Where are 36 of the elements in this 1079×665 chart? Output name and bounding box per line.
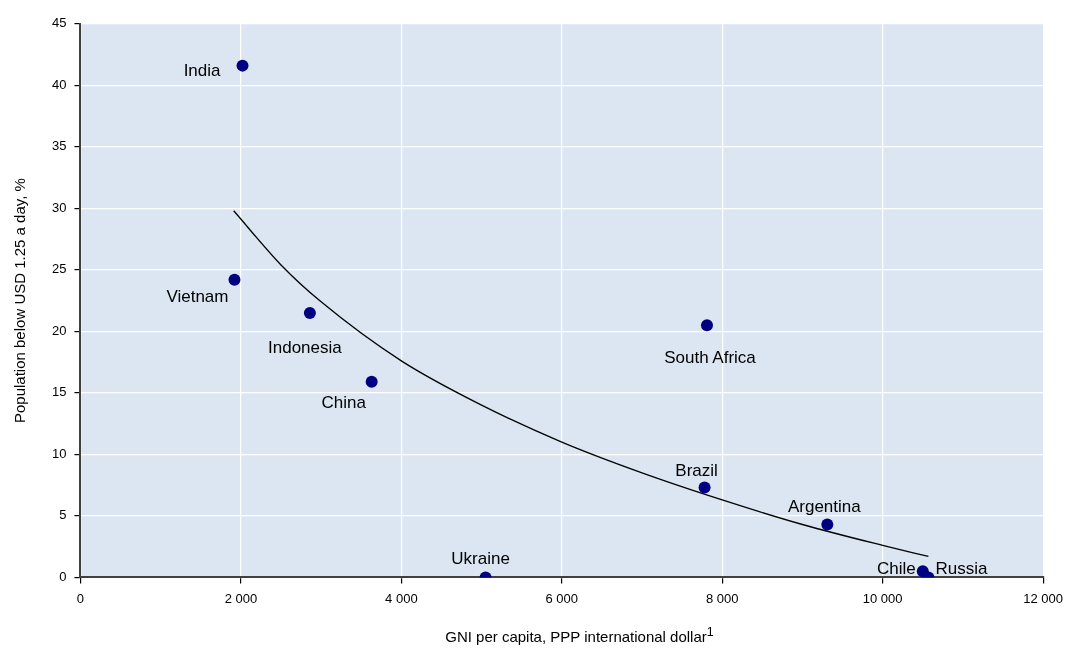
x-tick-label: 12 000 — [1023, 590, 1063, 606]
x-tick-label: 6 000 — [545, 590, 579, 606]
data-label: Vietnam — [166, 287, 229, 307]
point — [365, 375, 378, 388]
data-label: Ukraine — [451, 549, 510, 569]
data-label: South Africa — [664, 347, 757, 367]
point — [698, 481, 711, 494]
point — [228, 273, 241, 286]
data-label: Chile — [877, 558, 916, 578]
y-tick-label: 30 — [51, 199, 67, 215]
y-tick-label: 20 — [51, 322, 67, 338]
y-tick-label: 10 — [51, 445, 67, 461]
y-tick-label: 25 — [51, 261, 67, 277]
x-tick-label: 10 000 — [862, 590, 903, 606]
x-tick-label: 8 000 — [705, 590, 739, 606]
data-label: Brazil — [675, 461, 718, 481]
y-tick-label: 15 — [51, 384, 67, 400]
point — [700, 319, 713, 332]
y-tick-label: 40 — [51, 76, 67, 92]
x-tick-label: 2 000 — [224, 590, 258, 606]
data-label: India — [183, 61, 222, 81]
data-label: Argentina — [787, 497, 862, 517]
y-tick-label: 0 — [59, 568, 67, 584]
x-axis-title: GNI per capita, PPP international dollar$^{1}$ — [444, 625, 715, 645]
x-tick-label: 0 — [76, 590, 85, 606]
y-tick-label: 5 — [59, 507, 67, 523]
data-label: Indonesia — [268, 337, 343, 357]
point — [303, 306, 316, 319]
point — [236, 59, 249, 72]
x-tick-label: 4 000 — [385, 590, 418, 606]
data-label: Russia — [935, 559, 988, 579]
y-axis-title: Population below USD 1.25 a day, % — [11, 178, 29, 424]
y-tick-label: 45 — [51, 15, 67, 31]
point — [821, 518, 834, 531]
y-tick-label: 35 — [51, 138, 67, 154]
data-label: China — [321, 393, 367, 413]
